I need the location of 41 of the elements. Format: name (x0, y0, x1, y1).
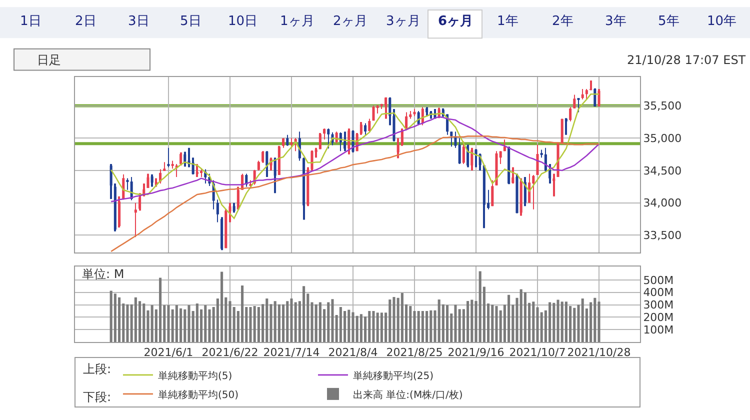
text: 2ヶ月 (333, 14, 368, 29)
legend-label: 出来高 単位:(M株/口/枚) (353, 388, 463, 401)
text: 2日 (75, 14, 96, 29)
x-tick-label: 2021/10/7 (509, 346, 566, 360)
legend-label: 単純移動平均(50) (158, 388, 239, 401)
legend-label: 単純移動平均(5) (158, 370, 232, 382)
y-tick-label: 500M (643, 274, 674, 287)
text: 5日 (180, 14, 202, 29)
text: 1年 (497, 14, 518, 29)
y-tick-label: 300M (643, 298, 674, 312)
y-tick-label: 100M (643, 323, 674, 336)
text: 1ヶ月 (280, 14, 314, 29)
x-tick-label: 2021/6/1 (144, 346, 194, 360)
x-tick-label: 2021/8/25 (386, 346, 443, 360)
y-tick-label: 33,500 (643, 229, 682, 242)
y-tick-label: 34,500 (643, 164, 682, 178)
text: 3日 (128, 14, 150, 29)
text: 5年 (658, 14, 680, 29)
text: 上段: (83, 362, 112, 376)
x-tick-label: 2021/10/28 (567, 346, 631, 360)
text: 下段: (83, 390, 112, 404)
annotation: 単位: M (82, 267, 124, 281)
x-tick-label: 2021/7/14 (263, 346, 320, 360)
text: 日足 (37, 53, 61, 67)
legend-label: 単純移動平均(25) (353, 370, 434, 382)
y-tick-label: 35,000 (643, 132, 682, 145)
text: 10年 (707, 14, 737, 29)
text: 1日 (20, 14, 42, 29)
text: 3ヶ月 (386, 14, 420, 29)
x-tick-label: 2021/8/4 (328, 346, 378, 360)
text: 21/10/28 17:07 EST (627, 53, 746, 67)
x-tick-label: 2021/9/16 (448, 346, 504, 360)
text: 10日 (228, 14, 258, 29)
x-tick-label: 2021/6/22 (202, 346, 258, 360)
y-tick-label: 34,000 (643, 196, 682, 210)
y-tick-label: 200M (643, 311, 674, 324)
text: 3年 (605, 14, 626, 29)
text: 6ヶ月 (438, 14, 474, 29)
y-tick-label: 35,500 (643, 100, 682, 113)
text: 2年 (552, 14, 574, 29)
y-tick-label: 400M (643, 286, 674, 300)
